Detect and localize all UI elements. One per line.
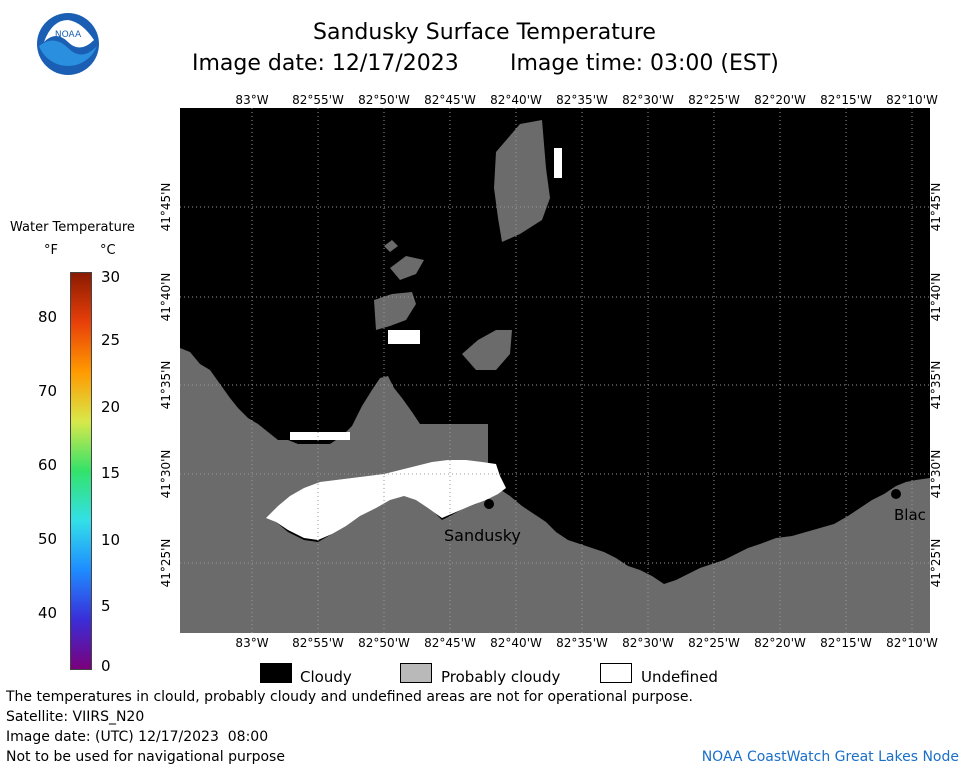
lon-label-bottom-8: 82°20'W: [754, 636, 806, 650]
lon-label-bottom-9: 82°15'W: [820, 636, 872, 650]
lon-label-top-3: 82°45'W: [424, 93, 476, 107]
colorbar-f-tick-2: 60: [38, 456, 58, 474]
sandusky-label: Sandusky: [444, 526, 521, 545]
colorbar-c-tick-6: 30: [101, 268, 121, 286]
map-title: Sandusky Surface Temperature: [313, 20, 656, 45]
satellite-text: Satellite: VIIRS_N20: [6, 709, 145, 725]
island-small-1: [390, 256, 424, 280]
lat-label-right-3: 41°30'N: [929, 449, 943, 499]
island-tiny: [384, 240, 398, 252]
lon-label-bottom-0: 83°W: [235, 636, 269, 650]
credit-text: NOAA CoastWatch Great Lakes Node: [701, 749, 959, 765]
grid-lines: [180, 108, 930, 633]
lon-label-bottom-4: 82°40'W: [490, 636, 542, 650]
legend-cloudy-label: Cloudy: [300, 668, 352, 686]
island-small-3: [462, 330, 512, 370]
colorbar-title: Water Temperature: [10, 220, 135, 235]
map-svg: [180, 108, 930, 633]
colorbar-c-tick-1: 5: [101, 597, 111, 615]
lat-label-left-4: 41°25'N: [159, 538, 173, 588]
lon-label-bottom-3: 82°45'W: [424, 636, 476, 650]
colorbar-gradient: [70, 272, 92, 670]
lon-label-top-0: 83°W: [235, 93, 269, 107]
lon-label-bottom-2: 82°50'W: [358, 636, 410, 650]
legend-undefined-swatch: [600, 663, 632, 683]
legend-undefined-label: Undefined: [641, 668, 718, 686]
colorbar-c-tick-0: 0: [101, 657, 111, 675]
map-area: Sandusky Blac: [180, 108, 930, 633]
lat-label-right-2: 41°35'N: [929, 360, 943, 410]
noaa-logo-icon: NOAA: [37, 13, 99, 75]
image-time: Image time: 03:00 (EST): [510, 51, 779, 76]
colorbar-unit-f: °F: [44, 243, 58, 258]
lat-label-right-4: 41°25'N: [929, 538, 943, 588]
lat-label-left-3: 41°30'N: [159, 449, 173, 499]
lon-label-top-8: 82°20'W: [754, 93, 806, 107]
east-place-marker: [891, 489, 901, 499]
lon-label-bottom-6: 82°30'W: [622, 636, 674, 650]
colorbar-c-tick-5: 25: [101, 331, 121, 349]
undefined-patch-1: [388, 330, 420, 344]
colorbar-c-tick-3: 15: [101, 464, 121, 482]
east-place-label: Blac: [894, 506, 926, 524]
lat-label-left-1: 41°40'N: [159, 272, 173, 322]
colorbar-unit-c: °C: [100, 243, 116, 258]
noaa-logo-text: NOAA: [55, 30, 82, 40]
colorbar-f-tick-0: 40: [38, 604, 58, 622]
colorbar-f-tick-3: 70: [38, 382, 58, 400]
lat-label-right-0: 41°45'N: [929, 182, 943, 232]
colorbar-c-tick-4: 20: [101, 398, 121, 416]
lon-label-top-9: 82°15'W: [820, 93, 872, 107]
lon-label-top-7: 82°25'W: [688, 93, 740, 107]
utc-date-text: Image date: (UTC) 12/17/2023 08:00: [6, 729, 269, 745]
island-north: [494, 120, 550, 242]
lat-label-left-2: 41°35'N: [159, 360, 173, 410]
lon-label-top-5: 82°35'W: [556, 93, 608, 107]
legend-cloudy-swatch: [260, 663, 292, 683]
undefined-patch-3: [554, 148, 562, 178]
colorbar-c-tick-2: 10: [101, 531, 121, 549]
colorbar-f-tick-4: 80: [38, 308, 58, 326]
lon-label-top-10: 82°10'W: [886, 93, 938, 107]
lon-label-top-1: 82°55'W: [292, 93, 344, 107]
lat-label-left-0: 41°45'N: [159, 182, 173, 232]
land-region: [180, 348, 930, 633]
lon-label-bottom-1: 82°55'W: [292, 636, 344, 650]
legend-probably-cloudy-label: Probably cloudy: [441, 668, 561, 686]
legend-probably-cloudy-swatch: [400, 663, 432, 683]
lat-label-right-1: 41°40'N: [929, 272, 943, 322]
undefined-region: [266, 460, 506, 540]
noaa-logo: NOAA: [36, 12, 100, 76]
colorbar-f-tick-1: 50: [38, 530, 58, 548]
lon-label-bottom-5: 82°35'W: [556, 636, 608, 650]
lon-label-bottom-10: 82°10'W: [886, 636, 938, 650]
lon-label-top-6: 82°30'W: [622, 93, 674, 107]
lon-label-top-2: 82°50'W: [358, 93, 410, 107]
lon-label-top-4: 82°40'W: [490, 93, 542, 107]
lon-label-bottom-7: 82°25'W: [688, 636, 740, 650]
image-date: Image date: 12/17/2023: [192, 51, 459, 76]
undefined-patch-2: [290, 432, 350, 440]
navigation-warning: Not to be used for navigational purpose: [6, 749, 285, 765]
disclaimer-text: The temperatures in clould, probably clo…: [6, 689, 693, 705]
sandusky-marker: [484, 499, 494, 509]
